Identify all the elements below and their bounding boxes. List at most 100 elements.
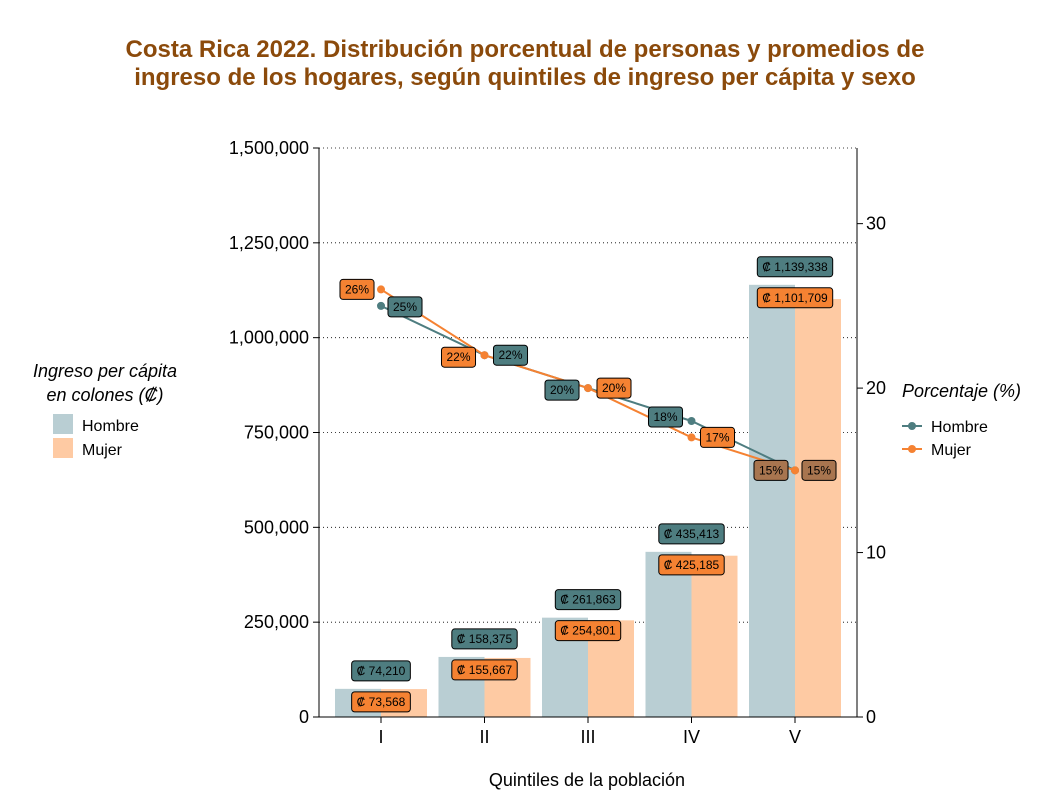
x-axis-label: Quintiles de la población (489, 770, 685, 790)
bar-label-hombre-box (756, 256, 834, 278)
bar-label-mujer-box (351, 691, 411, 713)
bar-legend-label-hombre: Hombre (82, 418, 139, 435)
pct-label-mujer: 26% (339, 278, 375, 300)
pct-label-mujer-box (596, 377, 632, 399)
left-tick-label: 0 (299, 707, 309, 727)
axes-group: 0 250,000 500,000 750,000 1,000,000 1,250,000… (229, 138, 886, 747)
pct-label-hombre-box (387, 296, 423, 318)
left-tick-label: 500,000 (244, 517, 309, 537)
pct-label-mujer-box (699, 426, 736, 448)
bar-label-mujer-box (451, 659, 518, 681)
pct-label-hombre: 22% (492, 344, 529, 366)
pct-label-mujer-box (440, 346, 477, 368)
line-legend-dot-hombre (908, 422, 916, 430)
left-tick-label: 1,500,000 (229, 138, 309, 158)
pct-label-hombre-text: 18% (653, 410, 677, 424)
bar-label-mujer-text: ₡ 1,101,709 (762, 291, 828, 305)
chart-title-line1: Costa Rica 2022. Distribución porcentual… (126, 36, 925, 63)
bar-label-hombre: ₡ 261,863 (554, 589, 622, 611)
bar-label-hombre-text: ₡ 261,863 (560, 593, 616, 607)
bar-legend-swatch-hombre (53, 414, 73, 434)
pct-label-hombre-box (544, 379, 580, 401)
bar-legend-swatch-mujer (53, 438, 73, 458)
pct-label-mujer-text: 15% (807, 463, 831, 477)
data-labels-group: ₡ 74,210 ₡ 73,568 ₡ 158,375 ₡ 155,667 ₡ 261,… (339, 256, 837, 713)
bar-legend-label-mujer: Mujer (82, 442, 123, 459)
bar-label-hombre-box (554, 589, 622, 611)
bar-label-mujer: ₡ 73,568 (351, 691, 411, 713)
bar-label-hombre: ₡ 435,413 (658, 523, 725, 545)
bar-hombre (749, 284, 795, 717)
pct-label-hombre-box (753, 459, 789, 481)
bar-label-hombre-box (451, 628, 518, 650)
pct-label-hombre-text: 20% (550, 383, 574, 397)
line-legend-dot-mujer (908, 445, 916, 453)
line-legend: Porcentaje (%) Hombre Mujer (902, 381, 1021, 459)
point-mujer (480, 351, 489, 360)
x-tick-label: II (479, 727, 489, 747)
bar-legend-title-line2: en colones (₡) (46, 385, 163, 405)
line-legend-title: Porcentaje (%) (902, 381, 1021, 401)
pct-label-hombre-text: 22% (498, 348, 522, 362)
bar-label-hombre-text: ₡ 158,375 (457, 632, 513, 646)
chart-title-line2: ingreso de los hogares, según quintiles … (134, 64, 916, 91)
pct-label-hombre: 15% (753, 459, 789, 481)
bar-label-mujer-box (756, 287, 834, 309)
pct-label-mujer: 15% (801, 459, 837, 481)
pct-label-hombre: 20% (544, 379, 580, 401)
lines-group (377, 285, 799, 475)
point-mujer (687, 433, 696, 442)
bar-legend: Ingreso per cápita en colones (₡) Hombre… (33, 361, 177, 459)
bar-label-mujer-box (554, 620, 622, 642)
left-tick-label: 250,000 (244, 612, 309, 632)
point-mujer (791, 466, 799, 475)
bar-label-mujer: ₡ 155,667 (451, 659, 518, 681)
pct-label-mujer-text: 26% (345, 282, 369, 296)
pct-label-mujer-box (339, 278, 375, 300)
point-hombre (377, 301, 385, 310)
bar-label-mujer-text: ₡ 155,667 (457, 663, 513, 677)
bar-label-hombre: ₡ 74,210 (351, 660, 411, 682)
x-tick-label: V (789, 727, 801, 747)
right-tick-label: 20 (866, 378, 886, 398)
bar-label-mujer: ₡ 254,801 (554, 620, 622, 642)
bar-mujer (795, 299, 841, 717)
line-legend-label-hombre: Hombre (931, 419, 988, 436)
pct-label-hombre: 25% (387, 296, 423, 318)
point-mujer (377, 285, 385, 294)
bar-label-hombre: ₡ 1,139,338 (756, 256, 834, 278)
pct-label-mujer: 22% (440, 346, 477, 368)
x-tick-label: IV (683, 727, 700, 747)
bar-label-mujer: ₡ 1,101,709 (756, 287, 834, 309)
bar-label-hombre-text: ₡ 74,210 (357, 664, 406, 678)
pct-label-hombre-text: 15% (759, 463, 783, 477)
left-tick-label: 1,250,000 (229, 233, 309, 253)
pct-label-mujer-text: 17% (705, 430, 729, 444)
x-tick-label: I (378, 727, 383, 747)
right-tick-label: 10 (866, 543, 886, 563)
pct-label-mujer-text: 20% (602, 381, 626, 395)
left-tick-label: 1,000,000 (229, 328, 309, 348)
bar-mujer (691, 555, 738, 717)
bar-label-mujer-box (658, 554, 725, 576)
bars-group (335, 284, 841, 717)
pct-label-mujer-box (801, 459, 837, 481)
x-tick-label: III (580, 727, 595, 747)
bar-label-hombre-box (658, 523, 725, 545)
bar-legend-title-line1: Ingreso per cápita (33, 361, 177, 381)
line-legend-label-mujer: Mujer (931, 442, 972, 459)
pct-label-hombre-text: 25% (393, 300, 417, 314)
bar-label-mujer: ₡ 425,185 (658, 554, 725, 576)
bar-label-hombre-box (351, 660, 411, 682)
left-tick-label: 750,000 (244, 423, 309, 443)
right-tick-label: 30 (866, 214, 886, 234)
point-mujer (584, 384, 592, 393)
pct-label-hombre-box (647, 406, 684, 428)
bar-label-mujer-text: ₡ 425,185 (664, 558, 720, 572)
bar-label-hombre-text: ₡ 1,139,338 (762, 260, 828, 274)
right-tick-label: 0 (866, 707, 876, 727)
bar-label-mujer-text: ₡ 73,568 (357, 695, 406, 709)
pct-label-mujer-text: 22% (446, 350, 470, 364)
bar-hombre (645, 551, 692, 717)
